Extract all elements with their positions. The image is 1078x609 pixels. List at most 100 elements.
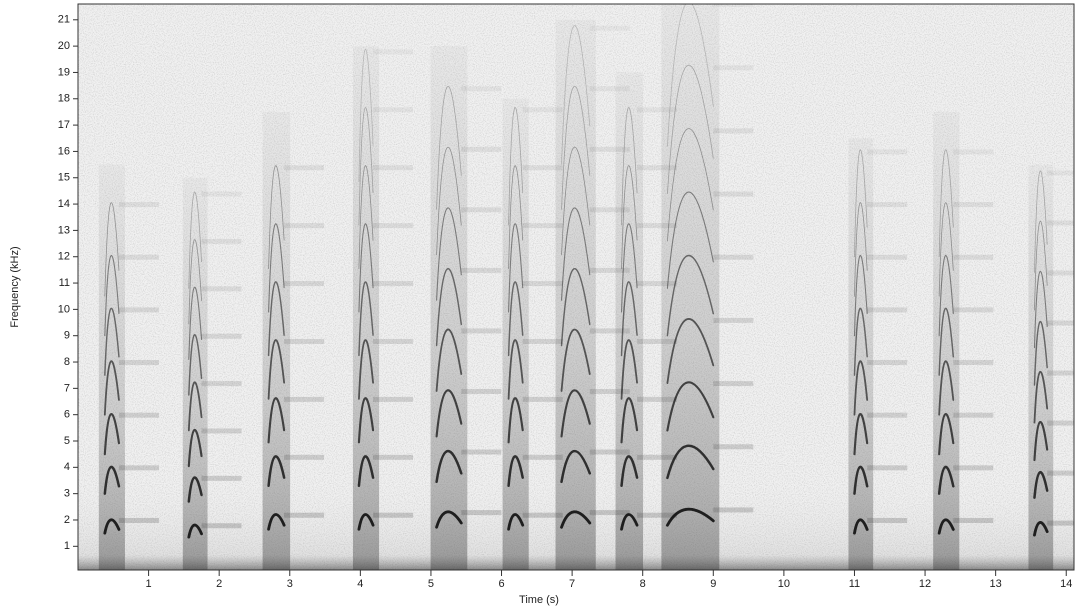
harmonic-arch <box>435 268 463 347</box>
harmonic-arch <box>267 455 286 488</box>
harmonic-band <box>284 338 325 344</box>
harmonic-band <box>953 149 994 155</box>
harmonic-arch <box>853 413 869 456</box>
x-tick-label: 9 <box>710 578 716 590</box>
call-smear <box>352 46 380 570</box>
harmonic-band <box>637 512 678 518</box>
y-tick-label: 18 <box>58 93 70 105</box>
harmonic-band <box>461 449 502 455</box>
harmonic-arch <box>853 518 869 535</box>
harmonic-band <box>953 202 994 208</box>
y-axis-label: Frequency (kHz) <box>9 246 21 327</box>
harmonic-band <box>1047 320 1074 326</box>
harmonic-arch <box>435 328 463 392</box>
harmonic-band <box>522 396 563 402</box>
harmonic-band <box>201 238 242 244</box>
harmonic-band <box>589 146 630 152</box>
harmonic-arch <box>560 328 591 392</box>
call-smear <box>502 98 529 570</box>
harmonic-arch <box>267 513 286 531</box>
harmonic-arch <box>853 307 868 376</box>
harmonic-band <box>1047 170 1074 176</box>
call-smear <box>182 177 208 570</box>
harmonic-band <box>118 307 159 313</box>
x-tick-label: 4 <box>357 578 363 590</box>
harmonic-band <box>953 360 994 366</box>
harmonic-band <box>713 507 754 513</box>
harmonic-arch <box>508 107 524 226</box>
harmonic-arch <box>267 397 286 444</box>
harmonic-band <box>284 396 325 402</box>
harmonic-band <box>373 512 414 518</box>
x-tick-label: 14 <box>1060 578 1072 590</box>
harmonic-arch <box>938 149 954 258</box>
harmonic-arch <box>620 223 638 313</box>
harmonic-arch <box>436 207 462 301</box>
y-tick-label: 6 <box>64 409 70 421</box>
harmonic-arch <box>938 413 955 456</box>
harmonic-band <box>1047 520 1074 526</box>
harmonic-band <box>522 454 563 460</box>
harmonic-arch <box>1033 521 1049 537</box>
harmonic-arch <box>358 165 374 269</box>
harmonic-band <box>201 428 242 434</box>
harmonic-band <box>1047 420 1074 426</box>
x-axis-label: Time (s) <box>519 594 559 606</box>
y-tick-label: 1 <box>64 540 70 552</box>
harmonic-band <box>118 202 159 208</box>
harmonic-band <box>589 25 630 31</box>
harmonic-arch <box>938 307 955 376</box>
harmonic-band <box>201 191 242 197</box>
harmonic-arch <box>188 191 202 289</box>
harmonic-arch <box>268 165 285 269</box>
x-tick-label: 11 <box>849 578 860 590</box>
harmonic-arch <box>560 268 591 347</box>
harmonic-arch <box>508 165 524 269</box>
harmonic-band <box>461 267 502 273</box>
y-tick-label: 16 <box>58 145 70 157</box>
harmonic-band <box>637 107 678 113</box>
harmonic-band <box>118 360 159 366</box>
spectrogram <box>98 4 1074 570</box>
harmonic-arch <box>358 339 374 400</box>
harmonic-arch <box>560 207 591 301</box>
harmonic-band <box>201 333 242 339</box>
y-tick-label: 4 <box>64 461 70 473</box>
harmonic-arch <box>268 223 285 313</box>
harmonic-arch <box>358 49 374 183</box>
harmonic-arch <box>507 339 524 400</box>
harmonic-band <box>461 388 502 394</box>
harmonic-band <box>1047 370 1074 376</box>
harmonic-band <box>461 328 502 334</box>
harmonic-arch <box>1033 320 1048 386</box>
harmonic-band <box>201 286 242 292</box>
harmonic-band <box>713 444 754 450</box>
harmonic-band <box>867 517 908 523</box>
call-smear <box>430 46 468 570</box>
y-tick-label: 10 <box>58 303 70 315</box>
harmonic-arch <box>436 146 462 256</box>
harmonic-band <box>867 465 908 471</box>
y-tick-label: 20 <box>58 40 70 52</box>
harmonic-band <box>589 510 630 516</box>
harmonic-arch <box>667 128 714 242</box>
x-tick-label: 5 <box>428 578 434 590</box>
harmonic-band <box>713 317 754 323</box>
harmonic-band <box>373 165 414 171</box>
harmonic-band <box>373 223 414 229</box>
harmonic-band <box>373 454 414 460</box>
harmonic-band <box>713 4 754 7</box>
harmonic-band <box>461 510 502 516</box>
harmonic-band <box>589 328 630 334</box>
x-tick-label: 7 <box>569 578 575 590</box>
harmonic-band <box>118 465 159 471</box>
harmonic-band <box>284 165 325 171</box>
harmonic-band <box>867 254 908 260</box>
harmonic-arch <box>853 360 869 416</box>
y-tick-label: 3 <box>64 488 70 500</box>
harmonic-arch <box>358 281 374 357</box>
harmonic-arch <box>938 360 955 416</box>
harmonic-arch <box>358 223 374 313</box>
harmonic-band <box>867 149 908 155</box>
harmonic-arch <box>103 360 120 416</box>
